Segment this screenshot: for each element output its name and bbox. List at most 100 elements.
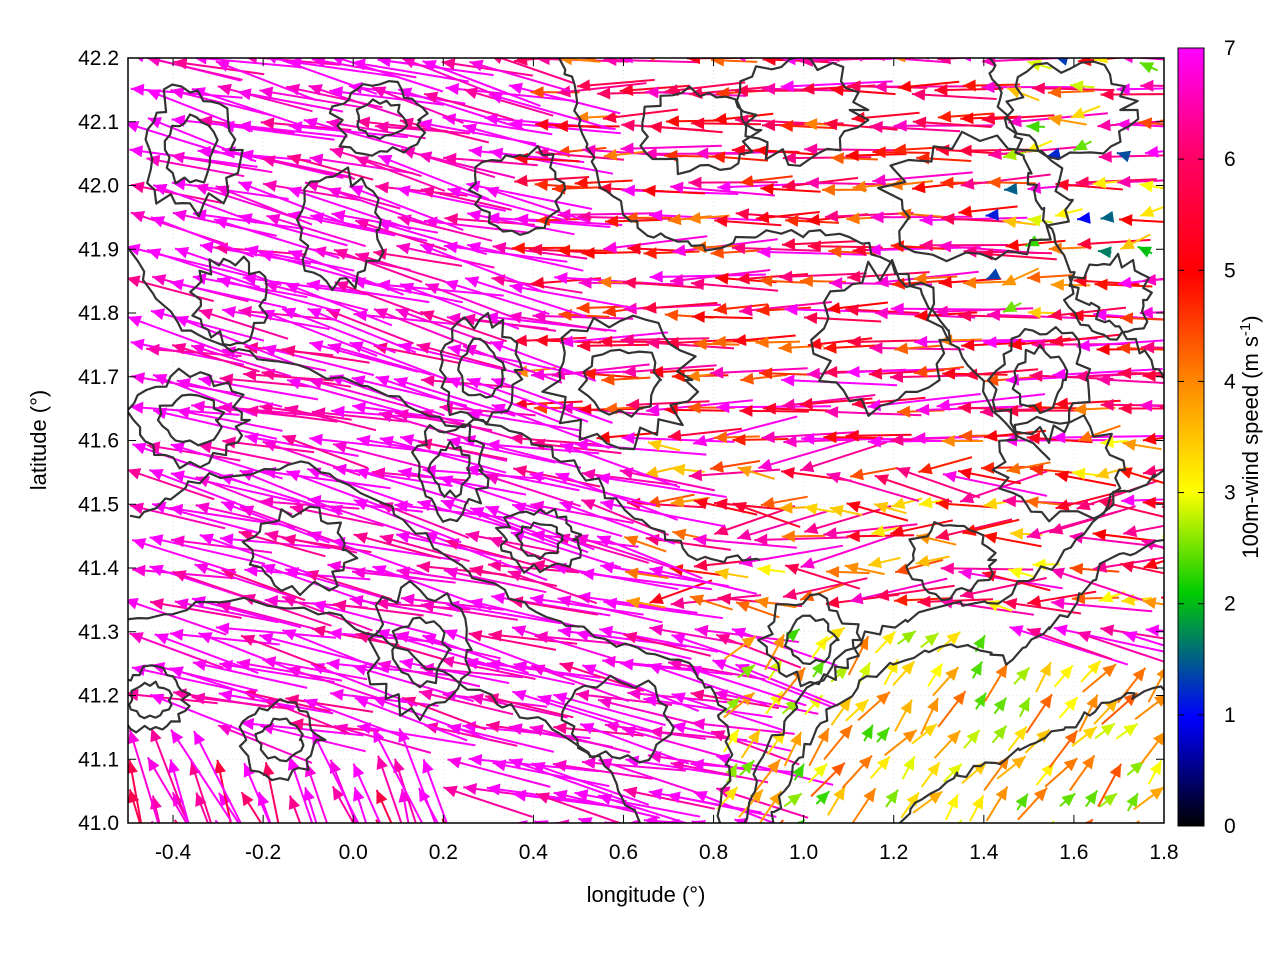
wind-arrow-shaft bbox=[620, 144, 722, 150]
wind-arrow-head bbox=[779, 270, 793, 283]
wind-arrow-head bbox=[354, 696, 370, 709]
wind-arrow-head bbox=[603, 597, 618, 610]
wind-arrow-head bbox=[467, 209, 482, 222]
wind-arrow-head bbox=[379, 435, 394, 448]
wind-arrow-head bbox=[695, 147, 709, 160]
wind-arrow-head bbox=[1027, 214, 1042, 227]
wind-arrow-head bbox=[759, 275, 773, 287]
wind-arrow-head bbox=[868, 556, 883, 569]
wind-arrow-head bbox=[936, 399, 951, 411]
wind-arrow-head bbox=[762, 402, 776, 415]
wind-arrow-shaft bbox=[914, 338, 1023, 344]
wind-arrow-head bbox=[219, 373, 234, 386]
wind-arrow-shaft bbox=[781, 378, 898, 387]
wind-arrow-head bbox=[288, 795, 301, 810]
wind-arrow-head bbox=[1007, 42, 1021, 54]
wind-arrow-shaft bbox=[146, 756, 188, 823]
wind-arrow-shaft bbox=[147, 117, 257, 163]
wind-arrow-shaft bbox=[714, 505, 796, 535]
colorbar-tick-label: 5 bbox=[1224, 259, 1236, 282]
wind-arrow-head bbox=[353, 664, 368, 676]
wind-arrow-shaft bbox=[849, 577, 948, 603]
wind-arrow-head bbox=[128, 121, 140, 133]
wind-arrow-head bbox=[1123, 723, 1138, 737]
colorbar-label: 100m-wind speed (m s-1) bbox=[1237, 315, 1263, 558]
wind-arrow-head bbox=[554, 120, 568, 133]
wind-arrow-head bbox=[560, 442, 575, 454]
wind-arrow-shaft bbox=[261, 157, 356, 180]
wind-arrow-shaft bbox=[462, 344, 563, 384]
wind-arrow-shaft bbox=[305, 762, 328, 823]
wind-arrow-shaft bbox=[263, 698, 351, 735]
wind-arrow-shaft bbox=[171, 791, 190, 823]
wind-arrow-head bbox=[885, 789, 899, 804]
wind-arrow-shaft bbox=[555, 472, 679, 521]
wind-arrow-shaft bbox=[447, 758, 551, 788]
wind-arrow-head bbox=[918, 496, 933, 509]
wind-arrow-head bbox=[575, 629, 590, 642]
wind-arrow-head bbox=[1029, 370, 1043, 382]
wind-arrow-shaft bbox=[669, 269, 771, 283]
wind-arrow-head bbox=[824, 210, 839, 223]
wind-arrow-head bbox=[154, 633, 169, 645]
wind-arrow-head bbox=[869, 342, 883, 355]
wind-arrow-head bbox=[1002, 216, 1017, 229]
wind-arrow-head bbox=[754, 596, 769, 609]
wind-arrow-head bbox=[497, 822, 501, 823]
wind-arrow-head bbox=[198, 826, 209, 840]
wind-arrow-head bbox=[732, 433, 746, 446]
wind-arrow-head bbox=[801, 82, 815, 95]
wind-arrow-head bbox=[623, 786, 638, 799]
wind-arrow-head bbox=[956, 819, 962, 823]
wind-arrow-head bbox=[983, 336, 997, 349]
wind-arrow-shaft bbox=[395, 633, 501, 660]
wind-arrow-head bbox=[755, 336, 769, 349]
wind-arrow-head bbox=[311, 625, 326, 638]
wind-arrow-head bbox=[1009, 625, 1024, 637]
wind-arrow-head bbox=[894, 342, 909, 355]
wind-arrow-shaft bbox=[690, 282, 779, 292]
wind-arrow-head bbox=[515, 213, 529, 226]
wind-arrow-head bbox=[1053, 624, 1068, 637]
wind-arrow-head bbox=[732, 502, 747, 514]
wind-arrow-head bbox=[1055, 179, 1069, 191]
wind-arrow-head bbox=[620, 142, 634, 155]
wind-arrow-head bbox=[693, 338, 707, 350]
wind-arrow-shaft bbox=[152, 409, 278, 440]
wind-arrow-head bbox=[355, 218, 370, 231]
wind-arrow-shaft bbox=[799, 441, 888, 472]
wind-arrow-shaft bbox=[779, 819, 784, 823]
wind-arrow-head bbox=[875, 589, 890, 601]
wind-arrow-head bbox=[857, 636, 869, 651]
wind-arrow-head bbox=[215, 60, 231, 72]
wind-arrow-head bbox=[807, 240, 821, 253]
wind-arrow-head bbox=[1132, 667, 1146, 682]
wind-arrow-head bbox=[1094, 58, 1108, 64]
wind-arrow-shaft bbox=[129, 632, 224, 669]
wind-arrow-head bbox=[669, 564, 684, 576]
contour-line bbox=[515, 521, 565, 561]
wind-arrow-shaft bbox=[666, 793, 777, 818]
wind-arrow-shaft bbox=[800, 533, 899, 568]
wind-arrow-shaft bbox=[581, 761, 686, 772]
wind-arrow-shaft bbox=[146, 157, 245, 178]
wind-arrow-head bbox=[244, 245, 259, 257]
wind-arrow-head bbox=[626, 398, 640, 411]
wind-arrow-shaft bbox=[664, 81, 746, 93]
wind-arrow-shaft bbox=[197, 443, 292, 465]
wind-arrow-shaft bbox=[375, 375, 483, 414]
wind-arrow-head bbox=[1048, 242, 1063, 255]
wind-arrow-head bbox=[377, 660, 392, 672]
wind-arrow-head bbox=[129, 632, 144, 644]
wind-arrow-head bbox=[927, 697, 939, 713]
wind-arrow-head bbox=[132, 538, 147, 550]
wind-arrow-head bbox=[958, 309, 972, 322]
wind-arrow-head bbox=[966, 730, 980, 744]
wind-arrow-head bbox=[213, 217, 228, 229]
wind-arrow-head bbox=[199, 533, 215, 545]
wind-arrow-head bbox=[714, 689, 729, 702]
wind-arrow-head bbox=[401, 147, 416, 159]
wind-arrow-shaft bbox=[758, 438, 858, 470]
wind-arrow-head bbox=[221, 501, 236, 513]
wind-arrow-shaft bbox=[738, 301, 832, 313]
